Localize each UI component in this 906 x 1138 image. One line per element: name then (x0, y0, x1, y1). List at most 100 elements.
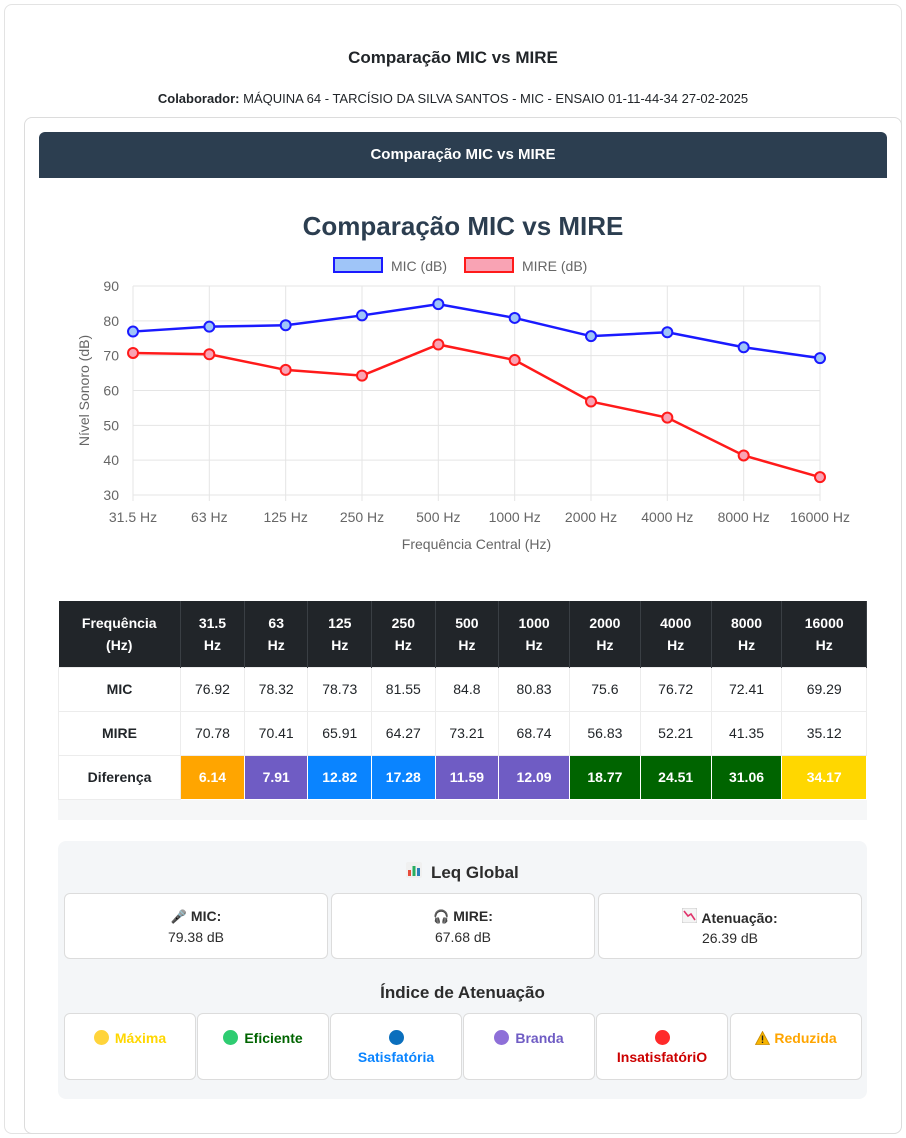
data-point (508, 311, 521, 324)
x-tick-label: 1000 Hz (489, 509, 541, 525)
table-cell: 69.29 (781, 666, 867, 712)
legend-label: MIRE (dB) (522, 258, 587, 274)
data-point (585, 330, 597, 343)
index-branda: Branda (463, 1013, 595, 1080)
card-header: Comparação MIC vs MIRE (39, 132, 887, 178)
collaborator-label: Colaborador: (157, 91, 240, 106)
warning-icon (755, 1030, 771, 1046)
y-tick-label: 70 (103, 348, 119, 364)
table-cell: 78.32 (243, 666, 309, 712)
header-freq-0: 31.5 Hz (180, 601, 245, 667)
table-cell: 35.12 (781, 710, 867, 756)
difference-cell: 12.82 (307, 754, 373, 800)
header-freq-1: 63 Hz (244, 601, 309, 667)
index-satisfatoria-label: Satisfatória (357, 1049, 435, 1065)
data-point (356, 309, 368, 322)
index-maxima-label: Máxima (114, 1030, 167, 1046)
table-cell: 70.41 (243, 710, 309, 756)
data-point (814, 352, 826, 365)
index-reduzida: Reduzida (730, 1013, 862, 1080)
table-footer-strip (58, 800, 867, 820)
leq-attenuation-label: Atenuação: (701, 910, 778, 926)
y-tick-label: 40 (103, 452, 119, 468)
index-eficiente: Eficiente (197, 1013, 329, 1080)
data-point (737, 449, 750, 462)
table-cell: 64.27 (371, 710, 436, 756)
table-row: MIRE 70.78 70.41 65.91 64.27 73.21 68.74 56.83 5… (58, 710, 867, 756)
y-tick-label: 80 (103, 313, 119, 329)
chart-title: Comparação MIC vs MIRE (303, 211, 624, 241)
leq-mic-value: 79.38 dB (167, 929, 225, 945)
table-cell: 73.21 (434, 710, 500, 756)
legend-swatch (464, 257, 514, 273)
data-point (356, 369, 368, 382)
data-point (585, 395, 597, 408)
chart-decreasing-icon (681, 907, 698, 926)
data-point (203, 348, 216, 361)
data-point (661, 326, 674, 339)
yellow-circle-icon (93, 1030, 109, 1045)
collaborator-value: MÁQUINA 64 - TARCÍSIO DA SILVA SANTOS - … (243, 91, 749, 106)
y-tick-label: 60 (103, 383, 119, 399)
bar-chart-icon (406, 862, 423, 881)
leq-mic-box: 🎤 MIC: 79.38 dB (64, 893, 328, 959)
leq-title: Leq Global (58, 862, 867, 883)
table-cell: 41.35 (710, 710, 783, 756)
header-freq-4: 500 Hz (435, 601, 500, 667)
purple-circle-icon (494, 1030, 510, 1045)
data-point (432, 298, 445, 311)
index-eficiente-label: Eficiente (244, 1030, 303, 1046)
data-point (508, 354, 521, 367)
table-cell: 80.83 (498, 666, 570, 712)
page-title: Comparação MIC vs MIRE (348, 48, 558, 67)
data-point (661, 411, 674, 424)
table-cell: 76.72 (639, 666, 712, 712)
header-freq-9: 16000 Hz (781, 601, 867, 667)
data-point (203, 320, 216, 333)
difference-cell: 12.09 (498, 754, 570, 800)
index-satisfatoria: Satisfatória (330, 1013, 462, 1080)
collaborator-line: Colaborador: MÁQUINA 64 - TARCÍSIO DA SI… (0, 91, 906, 106)
leq-attenuation-box: Atenuação: 26.39 dB (598, 893, 862, 959)
header-freq-3: 250 Hz (371, 601, 436, 667)
index-maxima: Máxima (64, 1013, 196, 1080)
series-line-0 (132, 302, 821, 360)
microphone-icon: 🎤 (170, 909, 187, 924)
legend-label: MIC (dB) (391, 258, 447, 274)
x-tick-label: 31.5 Hz (109, 509, 157, 525)
y-axis-label: Nível Sonoro (dB) (76, 335, 92, 446)
table-body: MIC 76.92 78.32 78.73 81.55 84.8 80.83 75.6 76.7… (58, 666, 867, 800)
data-point (432, 338, 445, 351)
index-branda-label: Branda (515, 1030, 564, 1046)
series-line-1 (132, 343, 821, 479)
blue-circle-icon (388, 1030, 404, 1045)
table-cell: 68.74 (498, 710, 570, 756)
table-cell: 78.73 (307, 666, 373, 712)
leq-title-text: Leq Global (430, 863, 519, 882)
x-tick-label: 250 Hz (340, 509, 384, 525)
difference-cell: 24.51 (639, 754, 712, 800)
row-label: MIRE (58, 710, 181, 756)
difference-cell: 6.14 (180, 754, 245, 800)
data-point (279, 319, 292, 332)
table-cell: 84.8 (434, 666, 500, 712)
data-point (279, 363, 292, 376)
index-reduzida-label: Reduzida (774, 1030, 837, 1046)
x-tick-label: 8000 Hz (718, 509, 770, 525)
table-cell: 76.92 (180, 666, 245, 712)
x-tick-label: 16000 Hz (790, 509, 850, 525)
data-point (127, 346, 139, 359)
difference-cell: 17.28 (371, 754, 436, 800)
data-point (127, 325, 139, 338)
table-header-row: Frequência (Hz) 31.5 Hz 63 Hz 125 Hz 250 Hz 500 Hz 1… (58, 601, 867, 667)
difference-cell: 11.59 (434, 754, 500, 800)
leq-mire-box: 🎧 MIRE: 67.68 dB (331, 893, 595, 959)
table-cell: 56.83 (568, 710, 641, 756)
table-cell: 72.41 (710, 666, 783, 712)
difference-cell: 18.77 (568, 754, 641, 800)
legend-swatch (333, 257, 383, 273)
table-row-difference: Diferença 6.14 7.91 12.82 17.28 11.59 12.09 18.… (58, 754, 867, 800)
difference-cell: 34.17 (781, 754, 867, 800)
frequency-table: Frequência (Hz) 31.5 Hz 63 Hz 125 Hz 250 Hz 500 Hz 1… (58, 601, 867, 800)
y-tick-label: 50 (103, 417, 119, 433)
